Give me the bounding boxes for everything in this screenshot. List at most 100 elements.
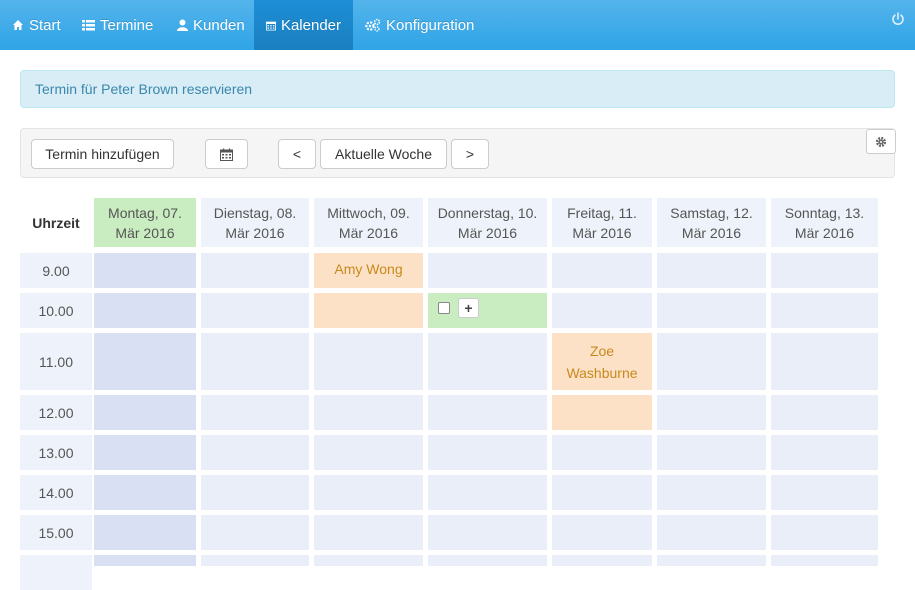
day-header-date: Mär 2016 [572,224,632,241]
calendar-icon [266,21,276,30]
calendar-slot[interactable] [552,555,652,566]
calendar-slot[interactable] [94,475,196,510]
calendar-slot[interactable] [552,435,652,470]
calendar-slot[interactable] [94,515,196,550]
calendar-slot[interactable] [657,333,766,390]
appointment-zoe-washburne-continued[interactable] [552,395,652,430]
calendar-slot[interactable] [657,475,766,510]
next-week-button[interactable]: > [451,139,489,169]
calendar-slot[interactable] [428,515,547,550]
calendar-slot[interactable] [201,435,309,470]
day-header-sunday: Sonntag, 13. Mär 2016 [771,198,878,247]
calendar-slot[interactable] [552,515,652,550]
day-header-tuesday: Dienstag, 08. Mär 2016 [201,198,309,247]
appointment-amy-wong[interactable]: Amy Wong [314,253,423,288]
day-header-date: Mär 2016 [457,224,518,241]
calendar-slot[interactable] [94,435,196,470]
calendar-slot[interactable] [657,395,766,430]
calendar-slot[interactable] [94,253,196,288]
calendar-slot[interactable] [771,253,878,288]
calendar-slot[interactable] [94,555,196,566]
day-header-wednesday: Mittwoch, 09. Mär 2016 [314,198,423,247]
day-header-date: Mär 2016 [794,224,855,241]
time-label: 12.00 [20,395,92,430]
calendar-slot[interactable] [552,293,652,328]
calendar-slot[interactable] [771,555,878,566]
calendar-slot[interactable] [428,253,547,288]
time-label: 9.00 [20,253,92,288]
day-header-date: Mär 2016 [338,224,399,241]
day-header-date: Mär 2016 [681,224,742,241]
calendar-slot[interactable] [552,475,652,510]
calendar-slot[interactable] [314,555,423,566]
calendar-slot[interactable] [771,293,878,328]
calendar-slot[interactable] [201,555,309,566]
calendar-slot[interactable] [657,293,766,328]
calendar-slot[interactable] [771,333,878,390]
calendar-slot[interactable] [201,253,309,288]
calendar-slot[interactable] [94,333,196,390]
reservation-alert: Termin für Peter Brown reservieren [20,70,895,108]
calendar-slot[interactable] [771,515,878,550]
calendar-slot[interactable] [428,555,547,566]
day-header-thursday: Donnerstag, 10. Mär 2016 [428,198,547,247]
calendar-slot[interactable] [201,293,309,328]
nav-start[interactable]: Start [0,0,73,50]
calendar-slot[interactable] [314,395,423,430]
nav-termine[interactable]: Termine [70,0,165,50]
calendar-slot[interactable] [428,395,547,430]
slot-checkbox[interactable] [438,302,450,314]
day-header-date: Mär 2016 [115,224,175,241]
home-icon [13,20,23,30]
calendar-slot[interactable] [771,475,878,510]
appointment-name: Amy Wong [334,261,403,277]
calendar-slot[interactable] [94,293,196,328]
day-header-title: Sonntag, 13. [784,204,865,221]
day-header-title: Montag, 07. [108,204,182,221]
calendar-slot[interactable] [428,435,547,470]
calendar-slot[interactable] [314,435,423,470]
calendar-slot[interactable] [201,333,309,390]
calendar-slot[interactable] [657,435,766,470]
nav-kunden[interactable]: Kunden [165,0,257,50]
calendar-toolbar: Termin hinzufügen < Aktuelle Woche > [20,128,896,178]
selected-slot[interactable]: + [428,293,547,328]
calendar-slot[interactable] [552,253,652,288]
time-label: 13.00 [20,435,92,470]
calendar-slot[interactable] [428,475,547,510]
appointment-amy-wong-continued[interactable] [314,293,423,328]
time-label: 10.00 [20,293,92,328]
calendar-slot[interactable] [657,253,766,288]
day-header-monday: Montag, 07. Mär 2016 [94,198,196,247]
calendar-slot[interactable] [314,475,423,510]
date-picker-button[interactable] [205,139,248,169]
navbar: Start Termine Kunden Kalender Konfigurat… [0,0,915,50]
gear-icon [875,136,887,147]
prev-week-button[interactable]: < [278,139,316,169]
calendar-slot[interactable] [314,333,423,390]
calendar-slot[interactable] [657,515,766,550]
current-week-button[interactable]: Aktuelle Woche [320,139,447,169]
settings-button[interactable] [866,129,896,154]
calendar-slot[interactable] [201,515,309,550]
calendar-slot[interactable] [314,515,423,550]
nav-kalender[interactable]: Kalender [254,0,353,50]
list-icon [82,20,95,31]
calendar-slot[interactable] [201,395,309,430]
nav-konfiguration[interactable]: Konfiguration [353,0,486,50]
add-slot-button[interactable]: + [458,298,479,318]
day-header-title: Mittwoch, 09. [327,204,410,221]
add-appointment-button[interactable]: Termin hinzufügen [31,139,174,169]
calendar-slot[interactable] [657,555,766,566]
calendar-slot[interactable] [771,395,878,430]
calendar-slot[interactable] [94,395,196,430]
power-icon[interactable] [891,12,907,28]
calendar-slot[interactable] [201,475,309,510]
time-label: 11.00 [20,333,92,390]
day-header-title: Dienstag, 08. [213,204,297,221]
appointment-zoe-washburne[interactable]: Zoe Washburne [552,333,652,390]
calendar-slot[interactable] [428,333,547,390]
nav-start-label: Start [29,16,61,34]
user-icon [177,19,188,31]
calendar-slot[interactable] [771,435,878,470]
